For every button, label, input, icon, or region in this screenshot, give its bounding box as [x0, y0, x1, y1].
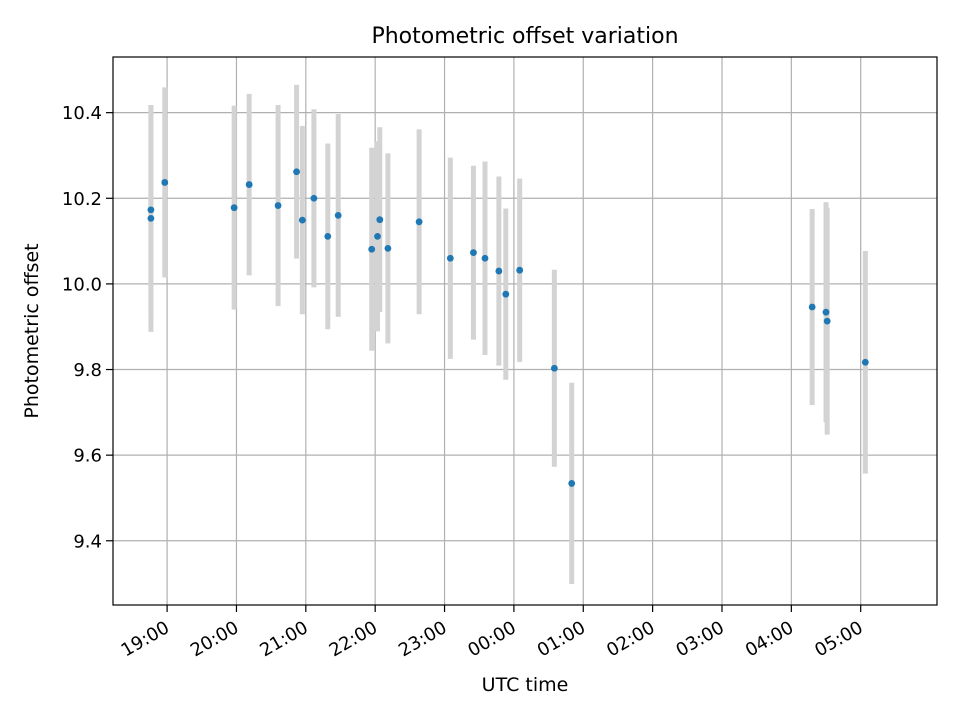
data-point — [230, 204, 238, 212]
data-point — [384, 244, 392, 252]
data-point — [481, 254, 489, 262]
data-point — [823, 317, 831, 325]
plot-frame — [112, 56, 938, 606]
chart-title: Photometric offset variation — [371, 24, 678, 49]
data-point — [368, 245, 376, 253]
data-point — [550, 364, 558, 372]
y-tick-label: 10.4 — [62, 103, 102, 124]
data-point — [376, 216, 384, 224]
data-point — [310, 194, 318, 202]
data-point — [502, 290, 510, 298]
data-point — [298, 216, 306, 224]
data-point — [861, 358, 869, 366]
data-points — [147, 168, 869, 487]
data-point — [470, 249, 477, 257]
data-point — [274, 202, 282, 209]
data-point — [415, 218, 423, 226]
y-axis-ticks: 9.4 9.6 9.8 10.0 10.2 10.4 — [62, 103, 113, 552]
grid — [113, 57, 937, 605]
y-tick-label: 10.2 — [62, 189, 102, 210]
data-point — [446, 254, 454, 262]
data-point — [374, 232, 381, 240]
y-tick-label: 9.4 — [73, 531, 102, 552]
data-point — [324, 232, 332, 240]
data-point — [161, 179, 169, 186]
data-point — [293, 168, 300, 176]
data-point — [495, 267, 503, 275]
data-point — [808, 303, 816, 311]
data-point — [568, 480, 576, 487]
y-tick-label: 10.0 — [62, 274, 102, 295]
data-point — [245, 181, 253, 188]
data-point — [334, 212, 342, 219]
data-point — [147, 206, 155, 214]
x-axis-label: UTC time — [482, 674, 569, 696]
data-point — [822, 308, 830, 316]
y-tick-label: 9.8 — [73, 360, 102, 381]
y-tick-label: 9.6 — [73, 446, 102, 467]
y-axis-label: Photometric offset — [21, 243, 43, 418]
data-point — [516, 266, 524, 274]
data-point — [147, 215, 155, 222]
